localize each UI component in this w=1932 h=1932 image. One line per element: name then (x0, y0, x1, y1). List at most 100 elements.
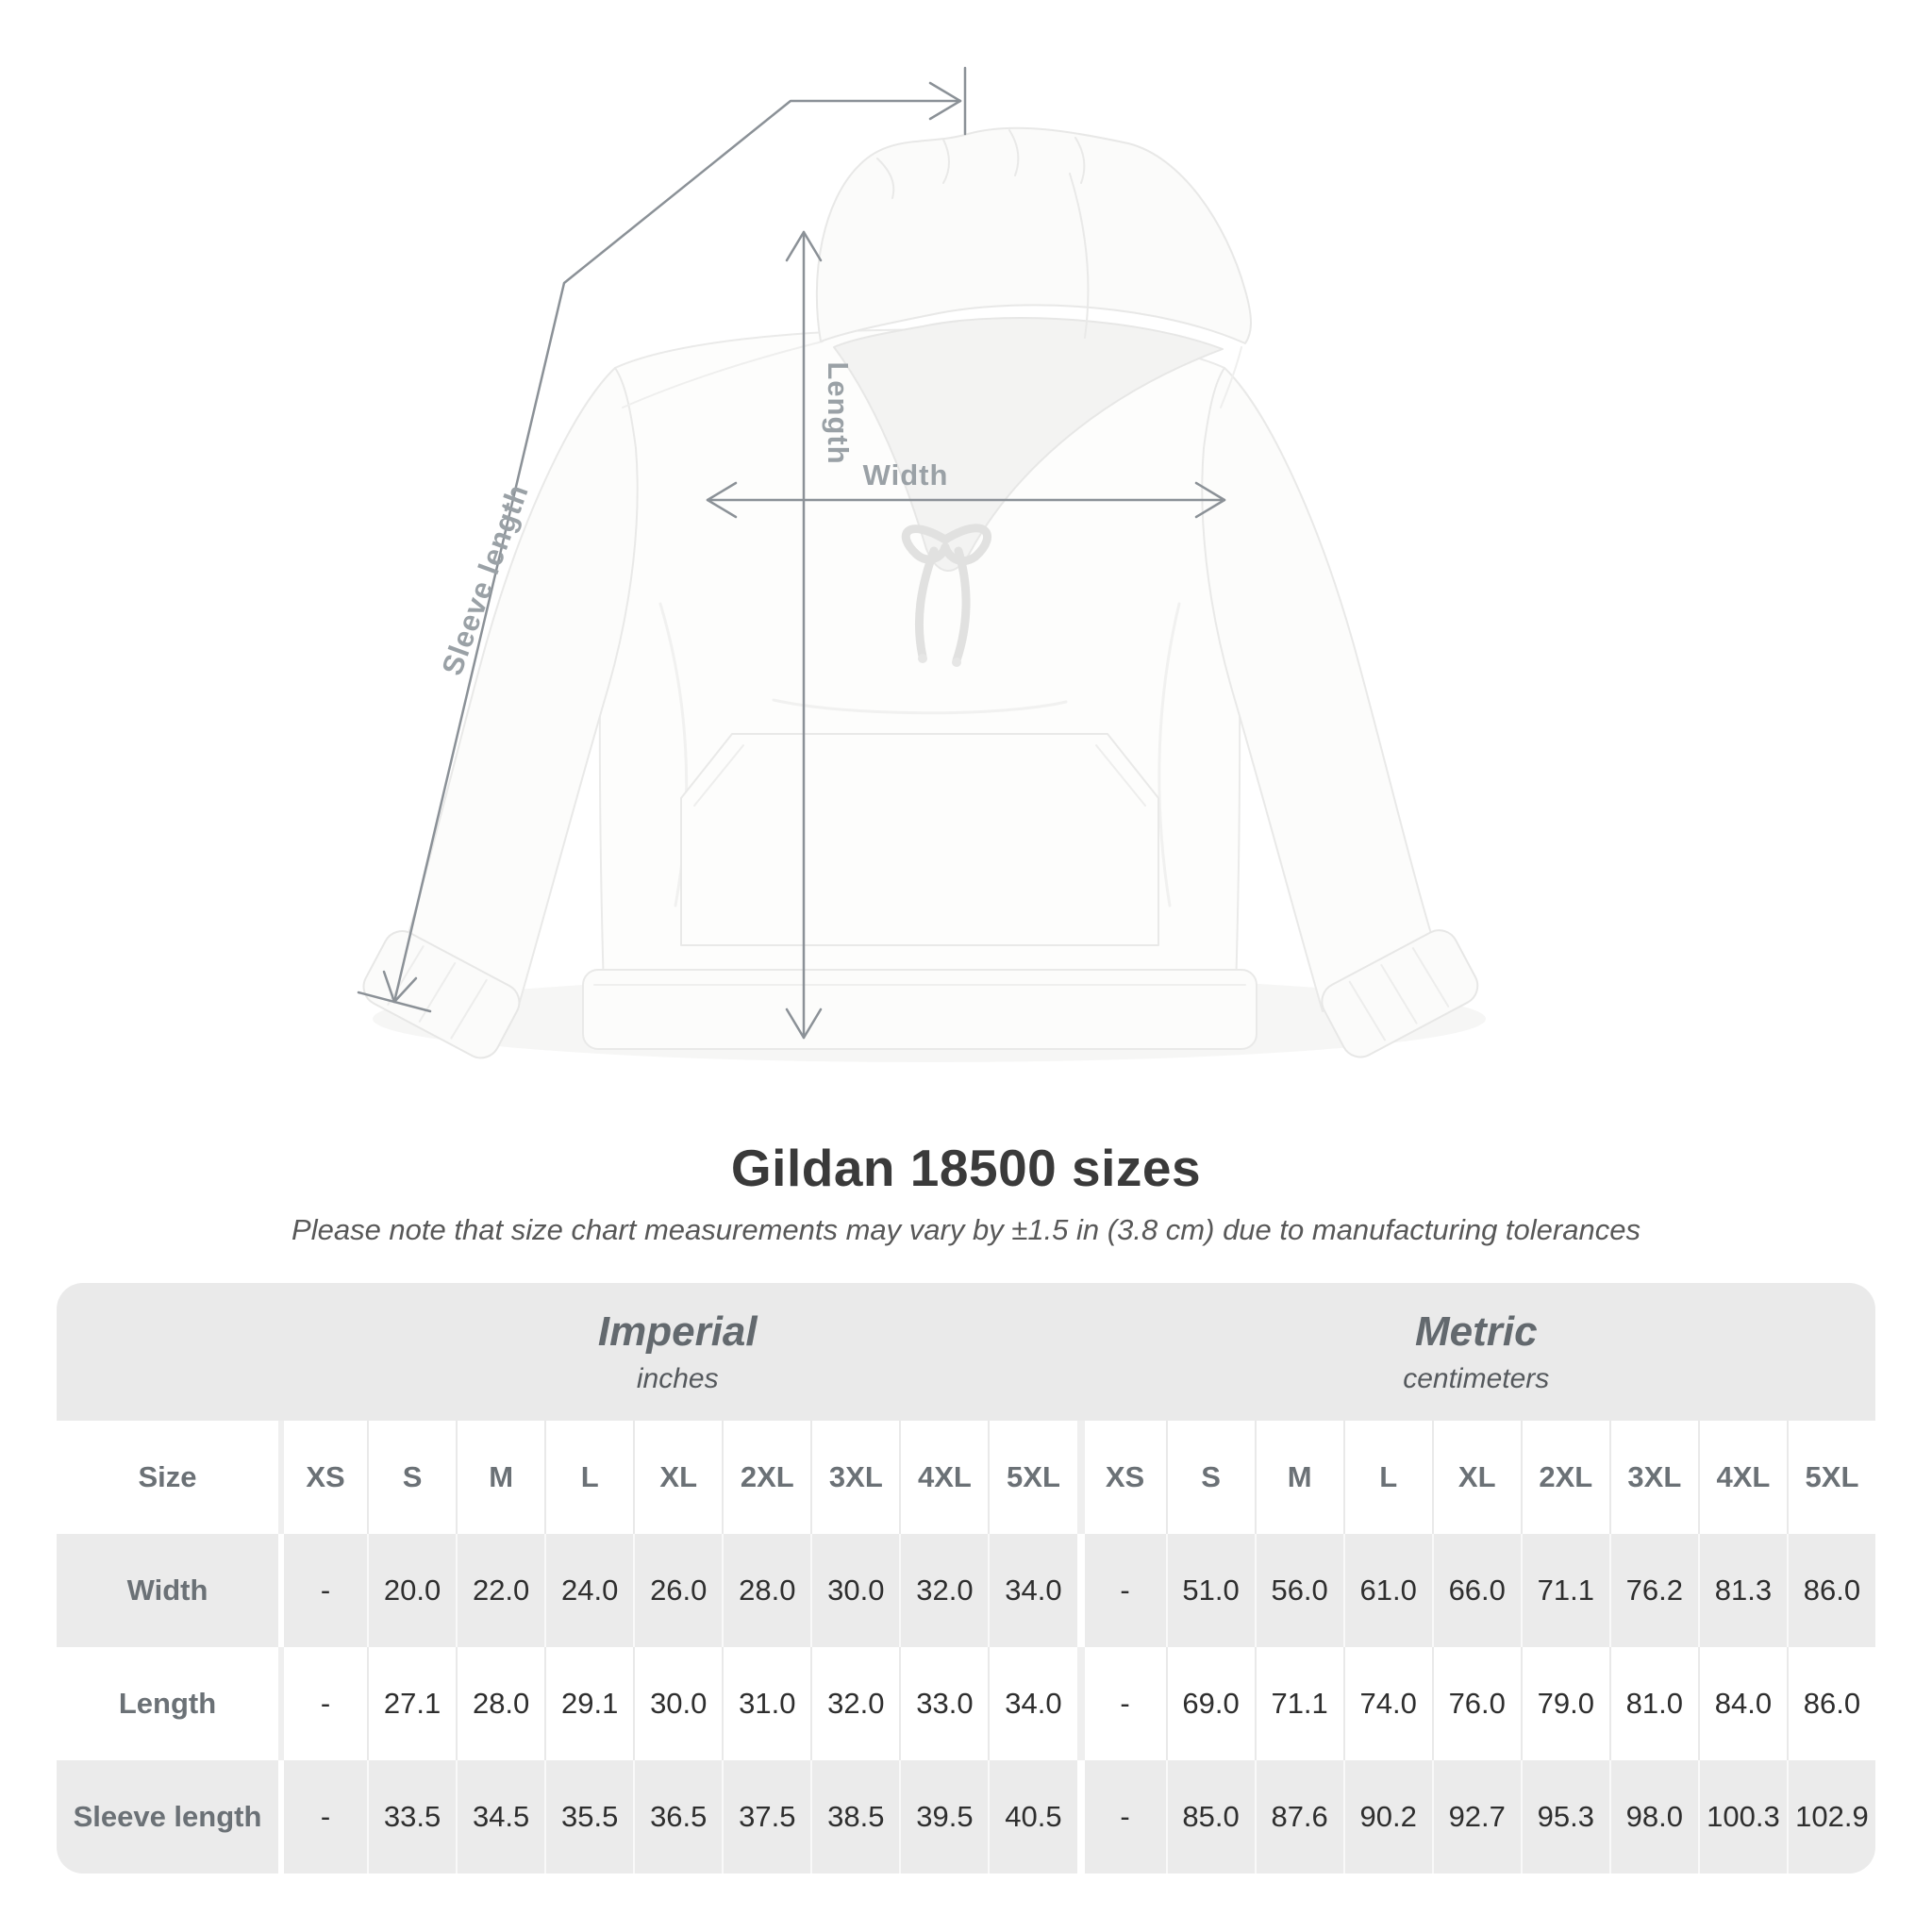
measurement-value-cell: 20.0 (367, 1534, 456, 1647)
measurement-value-cell: 98.0 (1608, 1760, 1698, 1874)
measurement-value-cell: 40.5 (988, 1760, 1076, 1874)
size-header-cell: 5XL (1786, 1421, 1875, 1534)
measurement-value-cell: - (1076, 1534, 1166, 1647)
measurement-value-cell: 33.5 (367, 1760, 456, 1874)
arrowhead-left (706, 481, 738, 519)
pocket-stitching (693, 744, 1146, 807)
measurement-value-cell: 28.0 (456, 1647, 544, 1760)
hoodie-diagram-svg: Length Width Sleeve length (357, 66, 1479, 1059)
size-header-cell: M (456, 1421, 544, 1534)
measurement-value-cell: 38.5 (810, 1760, 899, 1874)
imperial-group-header: Imperial inches (278, 1283, 1077, 1421)
imperial-unit: inches (636, 1363, 719, 1394)
unit-band-spacer (57, 1283, 278, 1421)
measurement-value-cell: 28.0 (722, 1534, 810, 1647)
measurement-value-cell: 35.5 (544, 1760, 633, 1874)
size-header-row: Size XS S M L XL 2XL 3XL 4XL 5XL XS S M L XL 2XL 3XL 4XL 5… (57, 1421, 1875, 1534)
measurement-value-cell: 39.5 (899, 1760, 988, 1874)
width-arrow (706, 481, 1226, 519)
drawstring-aglet (918, 654, 927, 663)
imperial-label: Imperial (597, 1308, 758, 1355)
hem-band (582, 969, 1257, 1050)
measurement-value-cell: 69.0 (1165, 1647, 1255, 1760)
metric-label: Metric (1414, 1308, 1538, 1355)
measurement-value-cell: 76.2 (1608, 1534, 1698, 1647)
metric-group-header: Metric centimeters (1077, 1283, 1876, 1421)
size-header-cell: 4XL (899, 1421, 988, 1534)
right-cuff (1321, 929, 1479, 1058)
measurement-value-cell: 86.0 (1786, 1647, 1875, 1760)
measurement-value-cell: 81.3 (1697, 1534, 1787, 1647)
hood-scrunch-folds (876, 129, 1086, 199)
size-header-cell: 3XL (810, 1421, 899, 1534)
measurement-value-cell: 87.6 (1254, 1760, 1343, 1874)
cuff-end-tick (357, 991, 432, 1013)
measurement-value-cell: 95.3 (1520, 1760, 1609, 1874)
measurement-value-cell: 92.7 (1431, 1760, 1521, 1874)
measurement-value-cell: 34.0 (988, 1647, 1076, 1760)
measurement-value-cell: 24.0 (544, 1534, 633, 1647)
size-header-cell: XL (1431, 1421, 1521, 1534)
measurement-value-cell: - (278, 1760, 367, 1874)
width-label: Width (863, 458, 949, 491)
measurement-value-cell: 30.0 (810, 1534, 899, 1647)
measurement-value-cell: - (1076, 1647, 1166, 1760)
measurement-value-cell: 37.5 (722, 1760, 810, 1874)
hood-opening (833, 317, 1224, 572)
measurement-value-cell: - (278, 1647, 367, 1760)
arrowhead-down (785, 1008, 823, 1040)
measurement-row-label: Length (118, 1687, 217, 1720)
size-table: Imperial inches Metric centimeters Size X… (57, 1283, 1875, 1874)
measurement-row-label: Sleeve length (73, 1800, 262, 1833)
measurement-value-cell: 74.0 (1342, 1647, 1432, 1760)
size-header-cell: M (1254, 1421, 1343, 1534)
measurement-value-cell: - (278, 1534, 367, 1647)
metric-unit: centimeters (1403, 1363, 1550, 1394)
measurement-value-cell: 31.0 (722, 1647, 810, 1760)
measurement-value-cell: 34.0 (988, 1534, 1076, 1647)
measurement-value-cell: 66.0 (1431, 1534, 1521, 1647)
shoulder-seams (622, 341, 1242, 408)
measurement-row: Width -20.0 22.0 24.0 26.0 28.0 30.0 32.0 34.0-5… (57, 1534, 1875, 1647)
length-label: Length (822, 361, 855, 464)
tolerance-note: Please note that size chart measurements… (291, 1213, 1641, 1246)
length-arrow (785, 230, 823, 1040)
size-header-cell: XS (1076, 1421, 1166, 1534)
size-header-cell: 5XL (988, 1421, 1076, 1534)
measurement-value-cell: 27.1 (367, 1647, 456, 1760)
hoodie-illustration (362, 126, 1479, 1059)
unit-band: Imperial inches Metric centimeters (57, 1283, 1875, 1421)
arrowhead-right (1194, 481, 1226, 519)
size-header-cell: L (544, 1421, 633, 1534)
measurement-value-cell: 79.0 (1520, 1647, 1609, 1760)
kangaroo-pocket (680, 733, 1159, 946)
measurement-value-cell: 33.0 (899, 1647, 988, 1760)
right-sleeve (1201, 367, 1437, 1012)
measurement-value-cell: - (1076, 1760, 1166, 1874)
measurement-value-cell: 76.0 (1431, 1647, 1521, 1760)
size-header-cell: L (1342, 1421, 1432, 1534)
measurement-value-cell: 56.0 (1254, 1534, 1343, 1647)
size-header-cell: S (1165, 1421, 1255, 1534)
measurement-value-cell: 71.1 (1520, 1534, 1609, 1647)
drawstring-aglet (952, 658, 961, 667)
measurement-value-cell: 26.0 (633, 1534, 722, 1647)
size-header-cell: S (367, 1421, 456, 1534)
measurement-arrows (357, 66, 1226, 1040)
measurement-value-cell: 85.0 (1165, 1760, 1255, 1874)
size-header-cell: 2XL (722, 1421, 810, 1534)
measurement-value-cell: 81.0 (1608, 1647, 1698, 1760)
measurement-value-cell: 36.5 (633, 1760, 722, 1874)
measurement-value-cell: 32.0 (810, 1647, 899, 1760)
measurement-value-cell: 34.5 (456, 1760, 544, 1874)
measurement-value-cell: 100.3 (1697, 1760, 1787, 1874)
measurement-value-cell: 102.9 (1786, 1760, 1875, 1874)
measurement-value-cell: 22.0 (456, 1534, 544, 1647)
measurement-value-cell: 51.0 (1165, 1534, 1255, 1647)
size-header-cell: 2XL (1520, 1421, 1609, 1534)
measurement-row: Length -27.1 28.0 29.1 30.0 31.0 32.0 33.0 34.0-… (57, 1647, 1875, 1760)
measurement-value-cell: 29.1 (544, 1647, 633, 1760)
size-table-rows: Size XS S M L XL 2XL 3XL 4XL 5XL XS S M L XL 2XL 3XL 4XL 5… (57, 1421, 1875, 1874)
measurement-row: Sleeve length -33.5 34.5 35.5 36.5 37.5 38.5 39… (57, 1760, 1875, 1874)
hood-center-seam (1069, 173, 1090, 339)
